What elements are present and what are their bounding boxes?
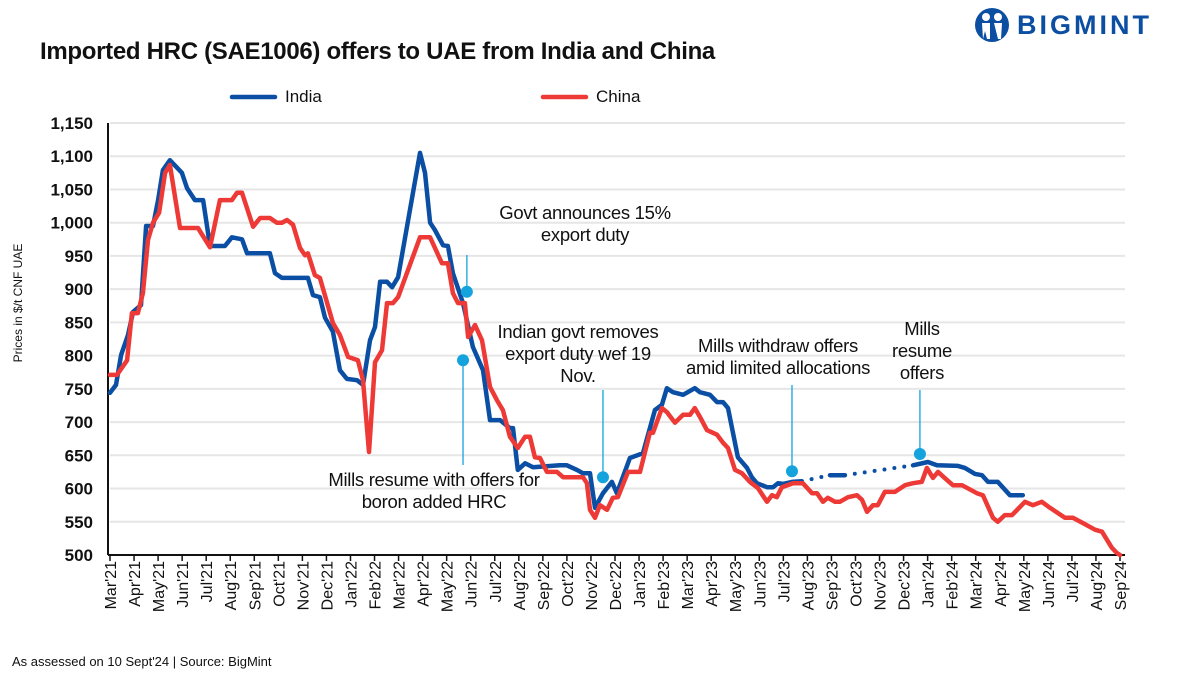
annotation-text: export duty	[541, 224, 630, 245]
series-line-india	[107, 150, 805, 511]
y-tick-label: 500	[65, 546, 93, 565]
y-tick-label: 1,100	[50, 147, 93, 166]
x-tick-label: Feb'24	[945, 561, 962, 610]
chart-title: Imported HRC (SAE1006) offers to UAE fro…	[40, 38, 715, 65]
x-tick-label: Jun'22	[464, 561, 481, 608]
x-tick-label: Jul'21	[199, 561, 216, 602]
x-tick-label: Dec'23	[897, 561, 914, 610]
x-tick-label: Nov'21	[295, 561, 312, 610]
x-tick-label: Feb'22	[368, 561, 385, 610]
x-tick-label: Aug'24	[1089, 561, 1106, 610]
x-tick-label: Jun'23	[752, 561, 769, 608]
y-tick-label: 1,150	[50, 114, 93, 133]
x-tick-label: Mar'23	[680, 561, 697, 610]
x-tick-label: Apr'21	[127, 561, 144, 607]
x-tick-label: Jan'22	[343, 561, 360, 608]
source-footer: As assessed on 10 Sept'24 | Source: BigM…	[12, 654, 272, 669]
annotation-marker	[460, 285, 473, 298]
x-tick-label: Oct'22	[560, 561, 577, 607]
x-tick-label: May'22	[440, 561, 457, 612]
annotation-marker	[596, 471, 609, 484]
bigmint-logo: BIGMINT	[975, 5, 1152, 45]
x-tick-label: Oct'21	[271, 561, 288, 607]
series-line-india-dotted	[799, 473, 832, 484]
y-tick-label: 900	[65, 280, 93, 299]
x-tick-label: Nov'22	[584, 561, 601, 610]
x-tick-label: Jun'24	[1041, 561, 1058, 608]
x-tick-label: Apr'23	[704, 561, 721, 607]
x-tick-label: Jun'21	[175, 561, 192, 608]
x-tick-label: Mar'24	[969, 561, 986, 610]
x-tick-label: Dec'22	[608, 561, 625, 610]
annotation-marker	[457, 354, 470, 367]
x-tick-label: Jul'22	[488, 561, 505, 602]
y-tick-label: 600	[65, 480, 93, 499]
annotation-marker	[913, 447, 926, 460]
x-tick-label: Sep'23	[824, 561, 841, 610]
legend-label-china: China	[596, 87, 641, 106]
x-tick-label: Nov'23	[873, 561, 890, 610]
annotation-text: Mills	[904, 318, 940, 339]
annotation-text: Nov.	[560, 365, 595, 386]
y-tick-label: 550	[65, 513, 93, 532]
x-tick-label: Feb'23	[656, 561, 673, 610]
y-axis-label: Prices in $/t CNF UAE	[11, 243, 25, 363]
y-tick-label: 1,050	[50, 180, 93, 199]
x-tick-label: Oct'23	[848, 561, 865, 607]
annotation-text: Govt announces 15%	[499, 202, 671, 223]
annotation-text: Indian govt removes	[498, 321, 659, 342]
annotation-text: boron added HRC	[362, 491, 507, 512]
y-tick-label: 850	[65, 313, 93, 332]
y-tick-label: 700	[65, 413, 93, 432]
x-tick-label: Aug'21	[223, 561, 240, 610]
y-tick-label: 950	[65, 247, 93, 266]
series-line-india-dotted	[842, 463, 915, 478]
y-tick-label: 1,000	[50, 214, 93, 233]
bigmint-logo-icon	[975, 8, 1009, 42]
x-tick-label: Sep'22	[536, 561, 553, 610]
x-tick-label: May'24	[1017, 561, 1034, 612]
annotation-text: export duty wef 19	[505, 343, 651, 364]
y-tick-label: 750	[65, 380, 93, 399]
y-tick-label: 800	[65, 347, 93, 366]
x-tick-label: Jan'23	[632, 561, 649, 608]
annotation-text: resume	[892, 340, 952, 361]
x-tick-label: Jul'24	[1065, 561, 1082, 602]
x-tick-label: Apr'24	[993, 561, 1010, 607]
x-tick-label: Aug'23	[800, 561, 817, 610]
series-line-china	[107, 162, 1123, 558]
annotation-marker	[785, 465, 798, 478]
x-tick-label: Mar'21	[103, 561, 120, 610]
series-line-india	[910, 459, 1026, 498]
x-tick-label: Dec'21	[319, 561, 336, 610]
annotation-text: offers	[900, 362, 944, 383]
annotation-text: Mills withdraw offers	[698, 335, 858, 356]
x-tick-label: Sep'21	[247, 561, 264, 610]
x-tick-label: Aug'22	[512, 561, 529, 610]
brand-name: BIGMINT	[1017, 9, 1152, 40]
annotation-text: amid limited allocations	[686, 357, 870, 378]
x-tick-label: Mar'22	[392, 561, 409, 610]
y-tick-label: 650	[65, 446, 93, 465]
x-tick-label: Jul'23	[776, 561, 793, 602]
legend-label-india: India	[285, 87, 322, 106]
x-tick-label: Apr'22	[416, 561, 433, 607]
x-tick-label: Sep'24	[1113, 561, 1130, 610]
annotation-text: Mills resume with offers for	[328, 469, 539, 490]
x-tick-label: May'23	[728, 561, 745, 612]
x-tick-label: May'21	[151, 561, 168, 612]
x-tick-label: Jan'24	[921, 561, 938, 608]
